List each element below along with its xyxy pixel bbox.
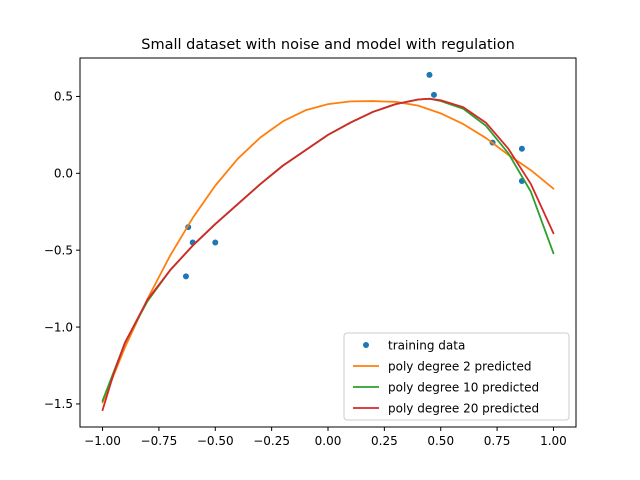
data-point-training-data-5 xyxy=(430,91,437,98)
y-tick-label: 0.5 xyxy=(54,90,73,104)
y-tick-label: −1.5 xyxy=(44,397,73,411)
legend-label: poly degree 20 predicted xyxy=(388,401,539,415)
data-point-training-data-3 xyxy=(212,239,219,246)
data-point-training-data-4 xyxy=(426,71,433,78)
x-tick-label: −0.50 xyxy=(197,434,234,448)
legend-box xyxy=(343,332,570,421)
axes: −1.00 −0.75 −0.50 −0.25 0.00 0.25 0.50 0.75 1.00… xyxy=(44,57,577,448)
x-tick-label: 0.00 xyxy=(315,434,342,448)
data-point-training-data-2 xyxy=(182,273,189,280)
legend-label: poly degree 2 predicted xyxy=(388,359,531,373)
y-tick-label: 0.0 xyxy=(54,167,73,181)
series-line-poly-degree-2-predicted xyxy=(101,100,555,404)
x-tick-label: 1.00 xyxy=(540,434,567,448)
x-tick-label: −0.75 xyxy=(141,434,178,448)
x-tick-label: −0.25 xyxy=(253,434,290,448)
legend-label: training data xyxy=(388,338,465,352)
y-tick-label: −1.0 xyxy=(44,320,73,334)
x-tick-label: −1.00 xyxy=(84,434,121,448)
series-line-poly-degree-20-predicted xyxy=(101,97,555,411)
y-tick-label: −0.5 xyxy=(44,243,73,257)
data-point-training-data-7 xyxy=(518,145,525,152)
chart-title: Small dataset with noise and model with … xyxy=(141,37,515,53)
plot-series-group xyxy=(101,71,555,411)
legend: training data poly degree 2 predicted poly… xyxy=(343,332,570,421)
x-tick-label: 0.50 xyxy=(427,434,454,448)
x-tick-label: 0.25 xyxy=(371,434,398,448)
plot-area xyxy=(101,71,555,411)
legend-marker xyxy=(363,342,369,348)
legend-label: poly degree 10 predicted xyxy=(388,380,539,394)
x-tick-label: 0.75 xyxy=(484,434,511,448)
